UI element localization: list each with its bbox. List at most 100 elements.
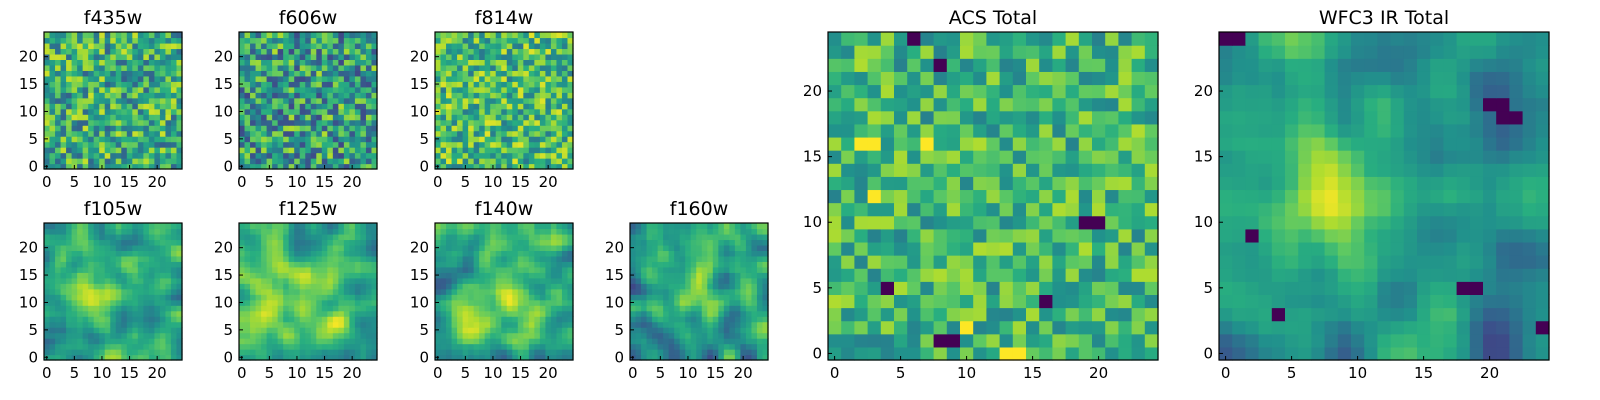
heatmap-cell	[999, 123, 1014, 138]
heatmap-cell	[567, 75, 574, 82]
heatmap-cell	[272, 59, 279, 66]
heatmap-cell	[457, 305, 464, 312]
heatmap-cell	[718, 294, 725, 301]
heatmap-cell	[159, 343, 167, 350]
heatmap-cell	[93, 299, 100, 306]
heatmap-cell	[501, 299, 508, 306]
heatmap-cell	[501, 223, 508, 230]
heatmap-cell	[327, 42, 334, 50]
heatmap-cell	[365, 141, 373, 148]
heatmap-cell	[528, 37, 535, 44]
heatmap-cell	[756, 244, 764, 251]
heatmap-cell	[104, 37, 111, 44]
heatmap-cell	[1065, 202, 1080, 217]
heatmap-cell	[894, 333, 908, 348]
heatmap-cell	[365, 310, 373, 317]
heatmap-cell	[1131, 241, 1146, 256]
heatmap-cell	[457, 310, 464, 317]
heatmap-cell	[1078, 294, 1093, 309]
heatmap-cell	[646, 244, 653, 251]
heatmap-cell	[567, 108, 574, 115]
heatmap-cell	[250, 223, 257, 230]
heatmap-cell	[104, 92, 111, 99]
heatmap-cell	[946, 346, 961, 361]
heatmap-cell	[473, 261, 480, 268]
heatmap-cell	[567, 277, 574, 284]
heatmap-cell	[154, 158, 161, 165]
heatmap-cell	[159, 32, 167, 39]
heatmap-cell	[294, 130, 301, 137]
heatmap-cell	[534, 147, 541, 154]
heatmap-cell	[762, 283, 769, 290]
heatmap-cell	[556, 59, 563, 66]
heatmap-cell	[663, 316, 670, 323]
heatmap-cell	[148, 272, 155, 279]
heatmap-cell	[501, 108, 508, 115]
heatmap-cell	[71, 261, 78, 268]
heatmap-cell	[110, 233, 117, 241]
heatmap-cell	[1144, 346, 1159, 361]
heatmap-cell	[365, 92, 373, 99]
heatmap-cell	[137, 32, 144, 39]
heatmap-cell	[630, 239, 637, 246]
heatmap-cell	[266, 233, 273, 241]
heatmap-cell	[512, 244, 519, 251]
heatmap-cell	[440, 75, 447, 82]
heatmap-cell	[66, 261, 73, 268]
heatmap-cell	[468, 261, 475, 268]
heatmap-cell	[244, 42, 251, 50]
heatmap-cell	[132, 332, 139, 339]
heatmap-cell	[1026, 176, 1040, 191]
heatmap-cell	[495, 266, 502, 273]
heatmap-cell	[506, 294, 513, 301]
heatmap-cell	[451, 141, 458, 148]
heatmap-cell	[986, 176, 1001, 191]
heatmap-cell	[701, 332, 708, 339]
heatmap-cell	[745, 244, 753, 251]
heatmap-cell	[137, 354, 144, 361]
heatmap-cell	[115, 316, 122, 323]
heatmap-cell	[506, 354, 513, 361]
heatmap-cell	[239, 152, 246, 159]
heatmap-cell	[440, 316, 447, 323]
heatmap-cell	[283, 305, 290, 312]
heatmap-cell	[1052, 268, 1067, 282]
heatmap-cell	[266, 158, 273, 165]
heatmap-cell	[154, 305, 161, 312]
heatmap-cell	[556, 70, 563, 77]
heatmap-cell	[343, 321, 350, 328]
heatmap-cell	[512, 327, 519, 334]
heatmap-cell	[99, 261, 106, 268]
heatmap-cell	[462, 125, 469, 132]
heatmap-cell	[490, 48, 497, 55]
heatmap-cell	[360, 305, 367, 312]
heatmap-cell	[468, 114, 475, 121]
heatmap-cell	[299, 299, 306, 306]
heatmap-cell	[176, 261, 183, 268]
heatmap-cell	[435, 86, 442, 93]
heatmap-cell	[148, 141, 155, 148]
heatmap-cell	[250, 141, 257, 148]
heatmap-cell	[137, 125, 144, 132]
heatmap-cell	[986, 202, 1001, 217]
heatmap-cell	[652, 299, 659, 306]
heatmap-cell	[641, 250, 648, 257]
heatmap-cell	[550, 158, 558, 165]
heatmap-cell	[457, 261, 464, 268]
heatmap-cell	[550, 283, 558, 290]
heatmap-cell	[115, 354, 122, 361]
heatmap-cell	[523, 244, 530, 251]
heatmap-cell	[148, 32, 155, 39]
heatmap-cell	[371, 321, 378, 328]
heatmap-cell	[740, 310, 747, 317]
heatmap-cell	[44, 321, 51, 328]
heatmap-cell	[668, 228, 675, 235]
heatmap-cell	[365, 86, 373, 93]
heatmap-cell	[82, 53, 89, 60]
heatmap-cell	[99, 81, 106, 88]
heatmap-cell	[261, 321, 268, 328]
heatmap-cell	[528, 310, 535, 317]
heatmap-cell	[82, 125, 89, 132]
heatmap-cell	[121, 81, 128, 88]
heatmap-cell	[327, 277, 334, 284]
